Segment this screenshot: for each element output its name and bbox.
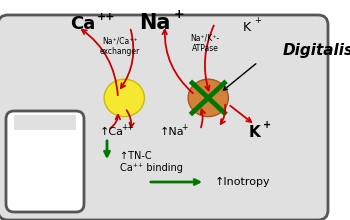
Text: Na: Na: [139, 13, 171, 33]
FancyBboxPatch shape: [0, 15, 328, 220]
Text: +: +: [174, 7, 184, 20]
Text: Ca: Ca: [70, 15, 96, 33]
Ellipse shape: [104, 79, 144, 117]
Text: K: K: [243, 20, 251, 33]
Text: K: K: [249, 125, 261, 139]
Text: ++: ++: [97, 12, 115, 22]
Text: +: +: [254, 15, 261, 24]
Text: +: +: [181, 123, 187, 132]
Text: ↑Ca: ↑Ca: [100, 127, 124, 137]
Text: ↑Na: ↑Na: [160, 127, 185, 137]
FancyBboxPatch shape: [6, 111, 84, 212]
Text: ++: ++: [121, 123, 134, 132]
Ellipse shape: [188, 79, 228, 117]
Text: ↑Inotropy: ↑Inotropy: [215, 177, 271, 187]
Text: Na⁺/Ca⁺⁺
exchanger: Na⁺/Ca⁺⁺ exchanger: [100, 36, 140, 56]
Text: +: +: [263, 120, 271, 130]
Text: Na⁺/K⁺-
ATPase: Na⁺/K⁺- ATPase: [190, 33, 219, 53]
Text: Digitalis: Digitalis: [283, 42, 350, 57]
Text: ↑TN-C
Ca⁺⁺ binding: ↑TN-C Ca⁺⁺ binding: [120, 151, 183, 173]
Bar: [14, 115, 76, 130]
